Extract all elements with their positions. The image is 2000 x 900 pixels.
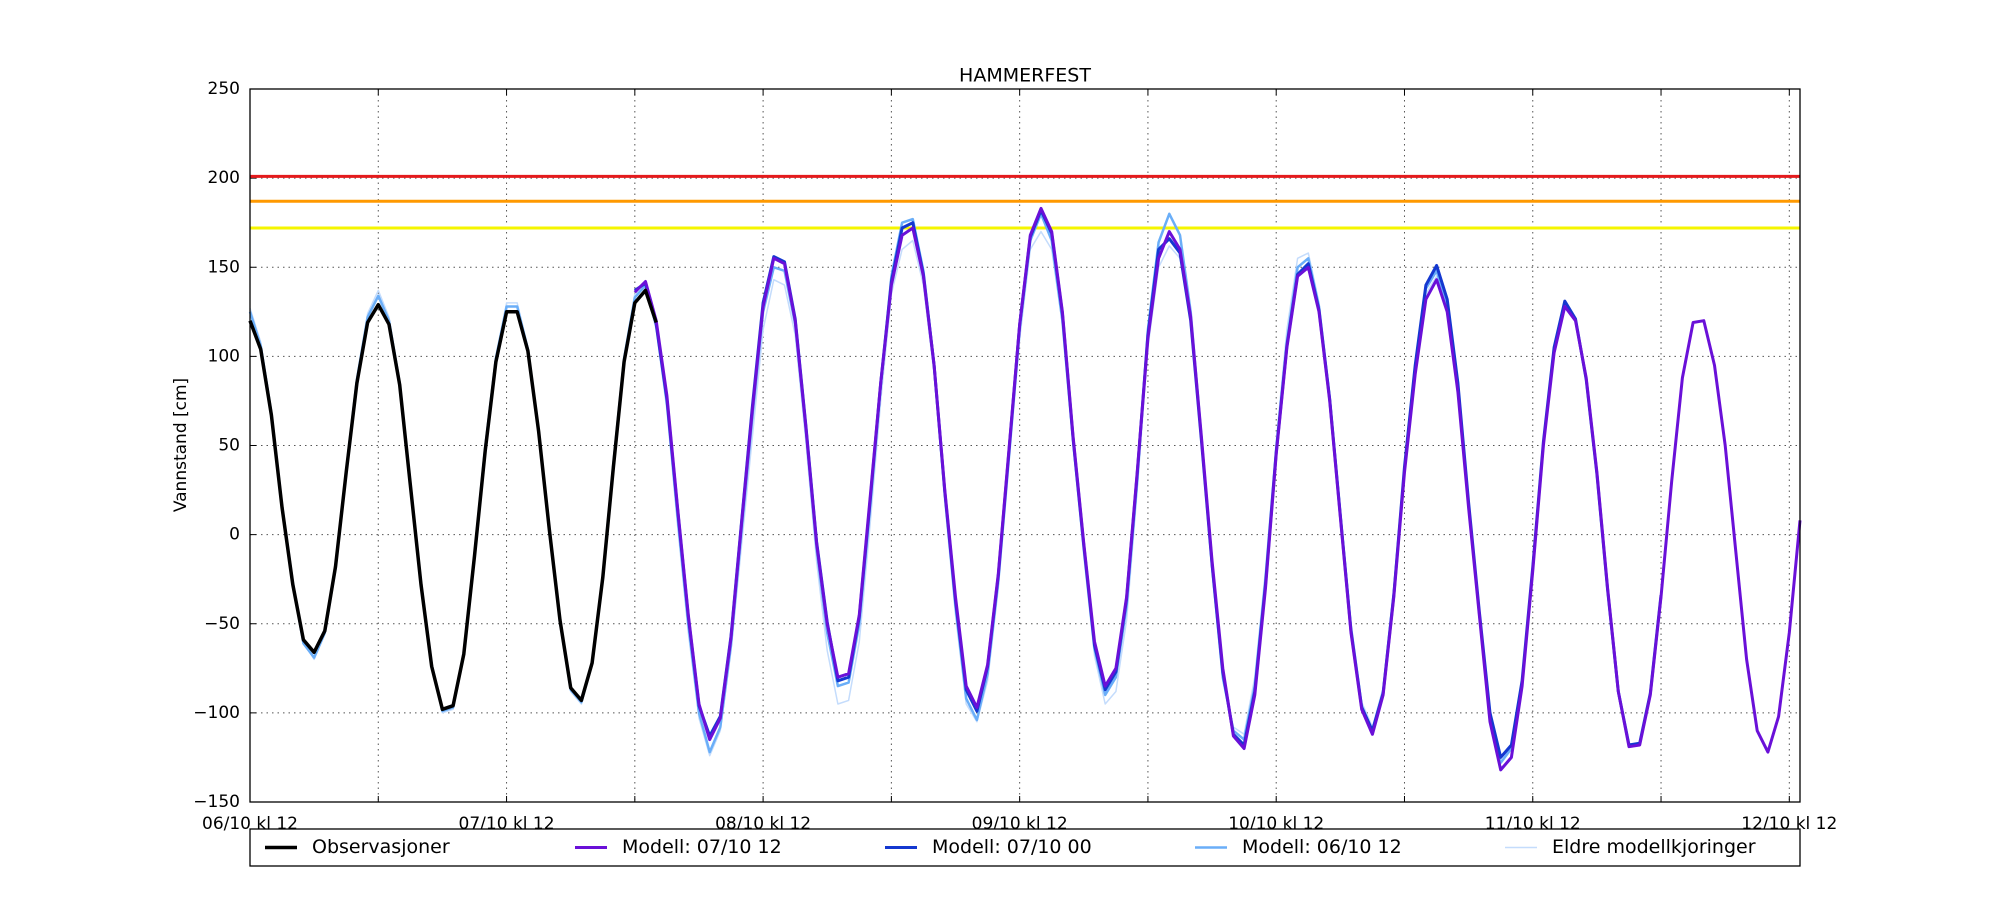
legend-label: Modell: 07/10 00 (932, 836, 1092, 858)
y-tick-label: −50 (204, 614, 240, 634)
y-tick-label: 200 (208, 168, 240, 188)
y-tick-label: 50 (218, 436, 240, 456)
y-tick-label: −150 (193, 792, 240, 812)
y-tick-label: 100 (208, 346, 240, 366)
legend-label: Observasjoner (312, 836, 450, 858)
series-line (248, 288, 658, 712)
y-tick-label: −100 (193, 703, 240, 723)
y-tick-label: 250 (208, 79, 240, 99)
chart-title: HAMMERFEST (959, 65, 1091, 87)
y-axis-label: Vannstand [cm] (171, 378, 191, 512)
legend-label: Eldre modellkjoringer (1552, 836, 1756, 858)
legend-label: Modell: 06/10 12 (1242, 836, 1402, 858)
series-line (633, 206, 1802, 772)
y-tick-label: 0 (229, 525, 240, 545)
y-tick-label: 150 (208, 257, 240, 277)
plot-frame (249, 88, 1801, 803)
legend-label: Modell: 07/10 12 (622, 836, 782, 858)
legend-box (249, 828, 1801, 867)
